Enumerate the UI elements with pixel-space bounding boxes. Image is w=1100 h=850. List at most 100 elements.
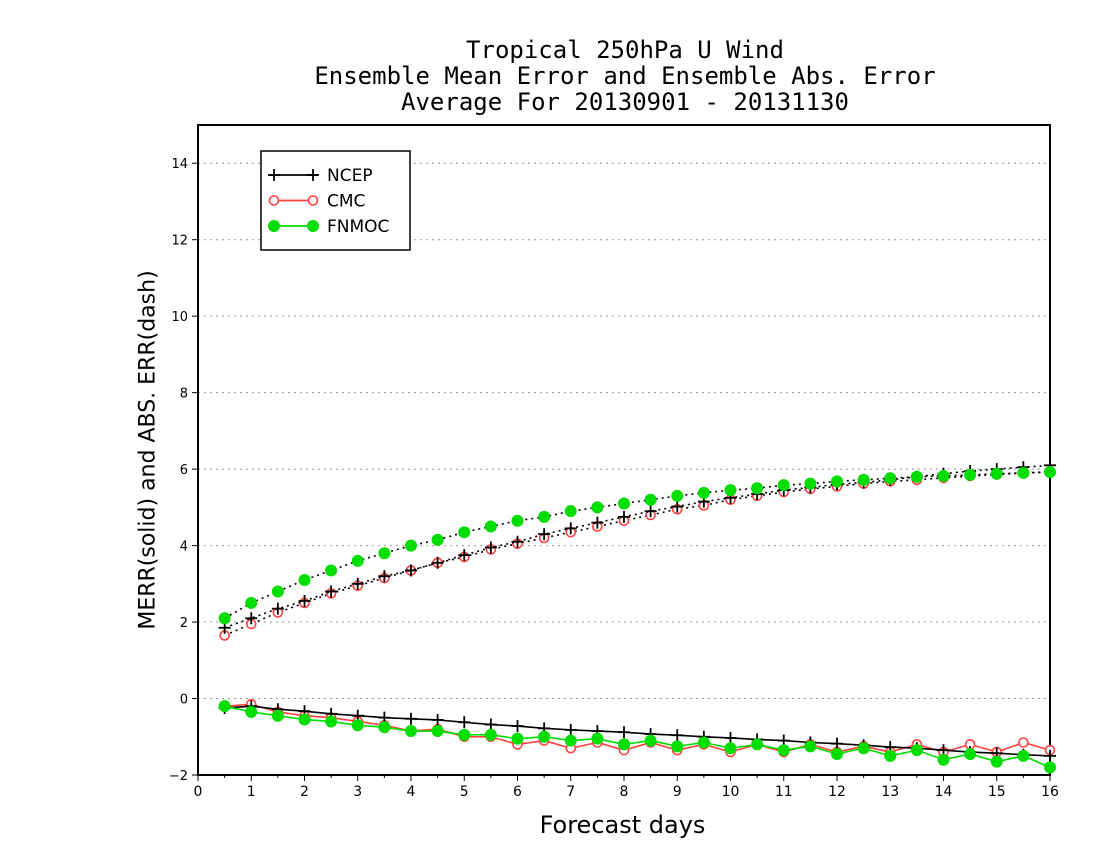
data-point <box>564 734 577 747</box>
data-point <box>564 505 577 518</box>
data-point <box>378 721 391 734</box>
data-point <box>591 732 604 745</box>
x-tick-label: 5 <box>460 784 469 800</box>
data-point <box>511 514 524 527</box>
data-point <box>804 740 817 753</box>
data-point <box>618 497 630 510</box>
x-tick-label: 8 <box>620 784 629 800</box>
data-point <box>857 473 870 486</box>
series-fnmoc-mean-error <box>218 700 1056 774</box>
chart-title-line-3: Average For 20130901 - 20131130 <box>401 88 849 116</box>
data-point <box>644 734 657 747</box>
data-point <box>484 728 497 741</box>
data-point <box>724 742 737 755</box>
data-point <box>831 747 843 760</box>
series-ncep-mean-error <box>218 700 1056 762</box>
data-point <box>964 747 977 760</box>
data-point <box>1044 761 1056 774</box>
data-point <box>777 479 790 492</box>
data-point <box>644 493 657 506</box>
x-tick-label: 14 <box>935 784 953 800</box>
data-point <box>751 482 764 495</box>
data-point <box>964 468 977 481</box>
x-tick-label: 3 <box>353 784 362 800</box>
x-tick-label: 9 <box>673 784 682 800</box>
data-point <box>751 738 764 751</box>
y-tick-label: 10 <box>171 310 188 325</box>
data-point <box>937 753 950 766</box>
x-tick-label: 2 <box>300 784 309 800</box>
data-point <box>857 742 870 755</box>
series-fnmoc-abs-error <box>218 466 1056 625</box>
data-point <box>671 740 684 753</box>
x-tick-label: 12 <box>828 784 846 800</box>
data-point <box>1044 466 1056 479</box>
data-point <box>831 475 843 488</box>
data-point <box>697 736 710 749</box>
data-point <box>431 533 444 546</box>
data-point <box>325 715 338 728</box>
x-tick-label: 6 <box>513 784 522 800</box>
data-point <box>671 489 684 502</box>
series-line <box>224 464 1051 629</box>
data-point <box>777 744 790 757</box>
data-point <box>351 554 364 567</box>
x-tick-label: 16 <box>1041 784 1059 800</box>
data-point <box>271 709 284 722</box>
y-tick-label: 8 <box>180 387 188 402</box>
data-point <box>724 484 737 497</box>
data-point <box>538 730 551 743</box>
x-axis-label: Forecast days <box>539 811 706 839</box>
data-point <box>458 728 471 741</box>
data-point <box>484 520 497 533</box>
data-point <box>1017 749 1030 762</box>
y-tick-label: 6 <box>180 463 188 478</box>
legend: NCEP CMC FNMOC <box>260 150 411 251</box>
y-tick-label: 4 <box>180 540 188 555</box>
chart-title-line-2: Ensemble Mean Error and Ensemble Abs. Er… <box>314 62 936 90</box>
x-tick-label: 4 <box>407 784 416 800</box>
y-axis-label: MERR(solid) and ABS. ERR(dash) <box>135 270 161 630</box>
data-point <box>990 755 1003 768</box>
data-point <box>990 467 1003 480</box>
data-point <box>218 612 231 625</box>
data-point <box>351 719 364 732</box>
data-point <box>1018 737 1029 748</box>
data-point <box>325 564 338 577</box>
data-point <box>1017 466 1030 479</box>
x-tick-label: 13 <box>881 784 899 800</box>
data-point <box>618 738 630 751</box>
legend-marker <box>307 195 319 206</box>
data-point <box>405 725 417 738</box>
data-point <box>884 749 897 762</box>
data-point <box>245 596 258 609</box>
y-tick-label: 12 <box>171 234 188 249</box>
series-ncep-abs-error <box>218 459 1056 634</box>
y-tick-label: 0 <box>180 693 188 708</box>
x-tick-label: 0 <box>194 784 203 800</box>
data-point <box>910 744 923 757</box>
legend-marker <box>268 195 280 206</box>
y-tick-label: 2 <box>180 616 188 631</box>
chart-title-line-1: Tropical 250hPa U Wind <box>466 36 784 64</box>
series-line <box>224 703 1051 753</box>
x-tick-label: 15 <box>988 784 1006 800</box>
series-line <box>224 470 1051 637</box>
data-point <box>405 539 417 552</box>
series-cmc-mean-error <box>219 698 1056 758</box>
x-tick-label: 1 <box>247 784 256 800</box>
series-line <box>224 705 1051 757</box>
legend-marker <box>268 220 280 232</box>
x-tick-label: 10 <box>722 784 740 800</box>
legend-label-fnmoc: FNMOC <box>327 217 389 237</box>
data-point <box>218 700 231 713</box>
y-tick-label: 14 <box>171 157 188 172</box>
data-point <box>431 725 444 738</box>
legend-marker <box>307 220 319 232</box>
data-point <box>884 472 897 485</box>
x-tick-label: 11 <box>775 784 793 800</box>
data-point <box>298 713 311 726</box>
legend-label-ncep: NCEP <box>327 166 373 186</box>
data-point <box>937 470 950 482</box>
